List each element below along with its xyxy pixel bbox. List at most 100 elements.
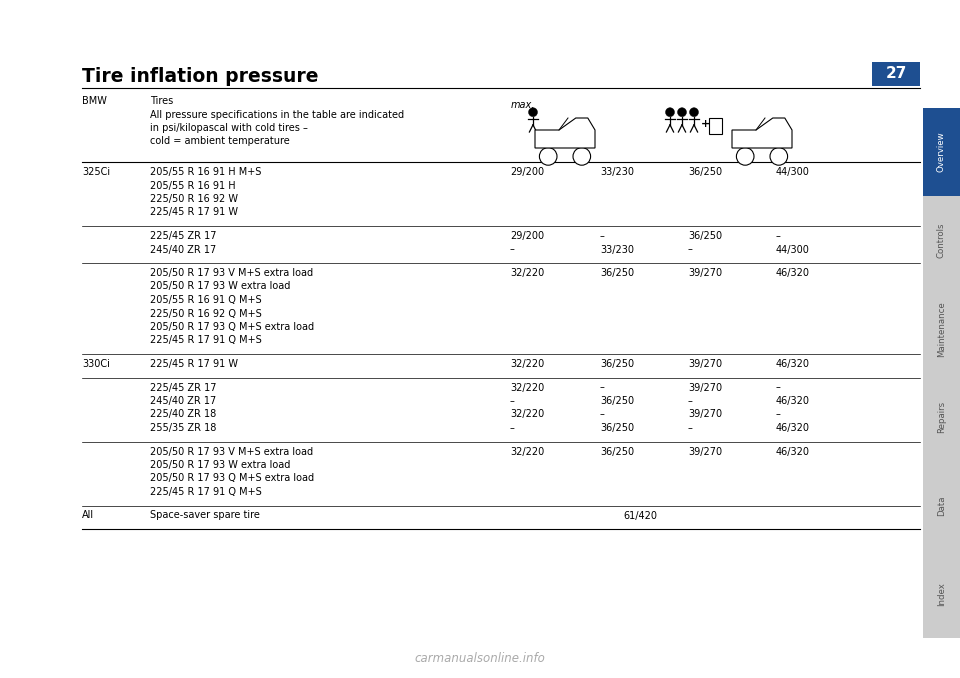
Circle shape [540,148,557,165]
Text: 36/250: 36/250 [600,359,635,369]
Text: 36/250: 36/250 [688,231,722,241]
Text: 46/320: 46/320 [776,447,810,456]
Text: 205/55 R 16 91 H: 205/55 R 16 91 H [150,180,235,191]
Text: 39/270: 39/270 [688,410,722,420]
Text: 39/270: 39/270 [688,268,722,278]
Text: All pressure specifications in the table are indicated: All pressure specifications in the table… [150,110,404,119]
Text: 205/50 R 17 93 W extra load: 205/50 R 17 93 W extra load [150,460,290,470]
Circle shape [665,108,675,117]
Text: 39/270: 39/270 [688,447,722,456]
Text: 225/45 ZR 17: 225/45 ZR 17 [150,382,217,393]
Text: –: – [776,231,780,241]
Text: in psi/kilopascal with cold tires –: in psi/kilopascal with cold tires – [150,123,308,133]
Text: All: All [82,511,94,521]
Text: 225/45 R 17 91 Q M+S: 225/45 R 17 91 Q M+S [150,336,262,346]
Text: 225/45 ZR 17: 225/45 ZR 17 [150,231,217,241]
Text: 32/220: 32/220 [510,410,544,420]
Text: 255/35 ZR 18: 255/35 ZR 18 [150,423,216,433]
Bar [923,373,960,461]
Text: –: – [688,245,693,254]
Circle shape [529,108,538,117]
Text: 245/40 ZR 17: 245/40 ZR 17 [150,396,216,406]
Text: 225/50 R 16 92 W: 225/50 R 16 92 W [150,194,238,204]
Text: 36/250: 36/250 [600,423,635,433]
Text: –: – [510,245,515,254]
Text: Tires: Tires [150,96,173,106]
Text: 205/55 R 16 91 H M+S: 205/55 R 16 91 H M+S [150,167,261,177]
Polygon shape [535,118,595,148]
Text: Maintenance: Maintenance [937,301,946,357]
Text: –: – [776,410,780,420]
Bar [923,550,960,638]
Text: 46/320: 46/320 [776,423,810,433]
Text: 325Ci: 325Ci [82,167,110,177]
Text: carmanualsonline.info: carmanualsonline.info [415,652,545,664]
Text: 39/270: 39/270 [688,382,722,393]
Text: 36/250: 36/250 [600,447,635,456]
Text: cold = ambient temperature: cold = ambient temperature [150,136,290,146]
Text: –: – [600,231,605,241]
Text: 225/45 R 17 91 Q M+S: 225/45 R 17 91 Q M+S [150,487,262,497]
Text: 225/45 R 17 91 W: 225/45 R 17 91 W [150,359,238,369]
Text: –: – [510,423,515,433]
Text: 32/220: 32/220 [510,447,544,456]
Text: 36/250: 36/250 [688,167,722,177]
Text: 29/200: 29/200 [510,167,544,177]
Text: Overview: Overview [937,132,946,172]
Circle shape [736,148,754,165]
Text: –: – [600,410,605,420]
Text: 32/220: 32/220 [510,359,544,369]
Text: 46/320: 46/320 [776,396,810,406]
Text: 61/420: 61/420 [623,511,657,521]
Bar [709,118,722,134]
Text: Tire inflation pressure: Tire inflation pressure [82,66,319,85]
Text: 205/50 R 17 93 Q M+S extra load: 205/50 R 17 93 Q M+S extra load [150,322,314,332]
Text: 205/55 R 16 91 Q M+S: 205/55 R 16 91 Q M+S [150,295,262,305]
Text: Index: Index [937,582,946,605]
Text: –: – [600,382,605,393]
Text: 33/230: 33/230 [600,167,634,177]
Text: 205/50 R 17 93 V M+S extra load: 205/50 R 17 93 V M+S extra load [150,447,313,456]
Text: Controls: Controls [937,223,946,258]
Circle shape [678,108,686,117]
Text: 225/50 R 16 92 Q M+S: 225/50 R 16 92 Q M+S [150,308,262,319]
Text: 205/50 R 17 93 W extra load: 205/50 R 17 93 W extra load [150,281,290,292]
Text: Repairs: Repairs [937,401,946,433]
Text: 36/250: 36/250 [600,268,635,278]
Text: 44/300: 44/300 [776,167,810,177]
Text: 245/40 ZR 17: 245/40 ZR 17 [150,245,216,254]
Bar [872,62,920,86]
Bar [923,461,960,550]
Bar [923,197,960,285]
Circle shape [573,148,590,165]
Text: 32/220: 32/220 [510,382,544,393]
Text: 46/320: 46/320 [776,268,810,278]
Text: 330Ci: 330Ci [82,359,109,369]
Text: 29/200: 29/200 [510,231,544,241]
Text: BMW: BMW [82,96,107,106]
Text: –: – [688,423,693,433]
Bar [923,108,960,197]
Text: Space-saver spare tire: Space-saver spare tire [150,511,260,521]
Text: 225/40 ZR 18: 225/40 ZR 18 [150,410,216,420]
Text: 32/220: 32/220 [510,268,544,278]
Circle shape [770,148,787,165]
Text: max.: max. [511,100,536,110]
Text: 27: 27 [885,66,906,81]
Text: –: – [688,396,693,406]
Text: 225/45 R 17 91 W: 225/45 R 17 91 W [150,207,238,218]
Bar [923,285,960,373]
Text: +: + [702,119,710,129]
Text: 44/300: 44/300 [776,245,810,254]
Text: 39/270: 39/270 [688,359,722,369]
Text: 205/50 R 17 93 V M+S extra load: 205/50 R 17 93 V M+S extra load [150,268,313,278]
Text: 46/320: 46/320 [776,359,810,369]
Text: 36/250: 36/250 [600,396,635,406]
Text: 33/230: 33/230 [600,245,634,254]
Text: 205/50 R 17 93 Q M+S extra load: 205/50 R 17 93 Q M+S extra load [150,473,314,483]
Text: –: – [776,382,780,393]
Polygon shape [732,118,792,148]
Circle shape [689,108,699,117]
Text: Data: Data [937,495,946,516]
Text: –: – [510,396,515,406]
